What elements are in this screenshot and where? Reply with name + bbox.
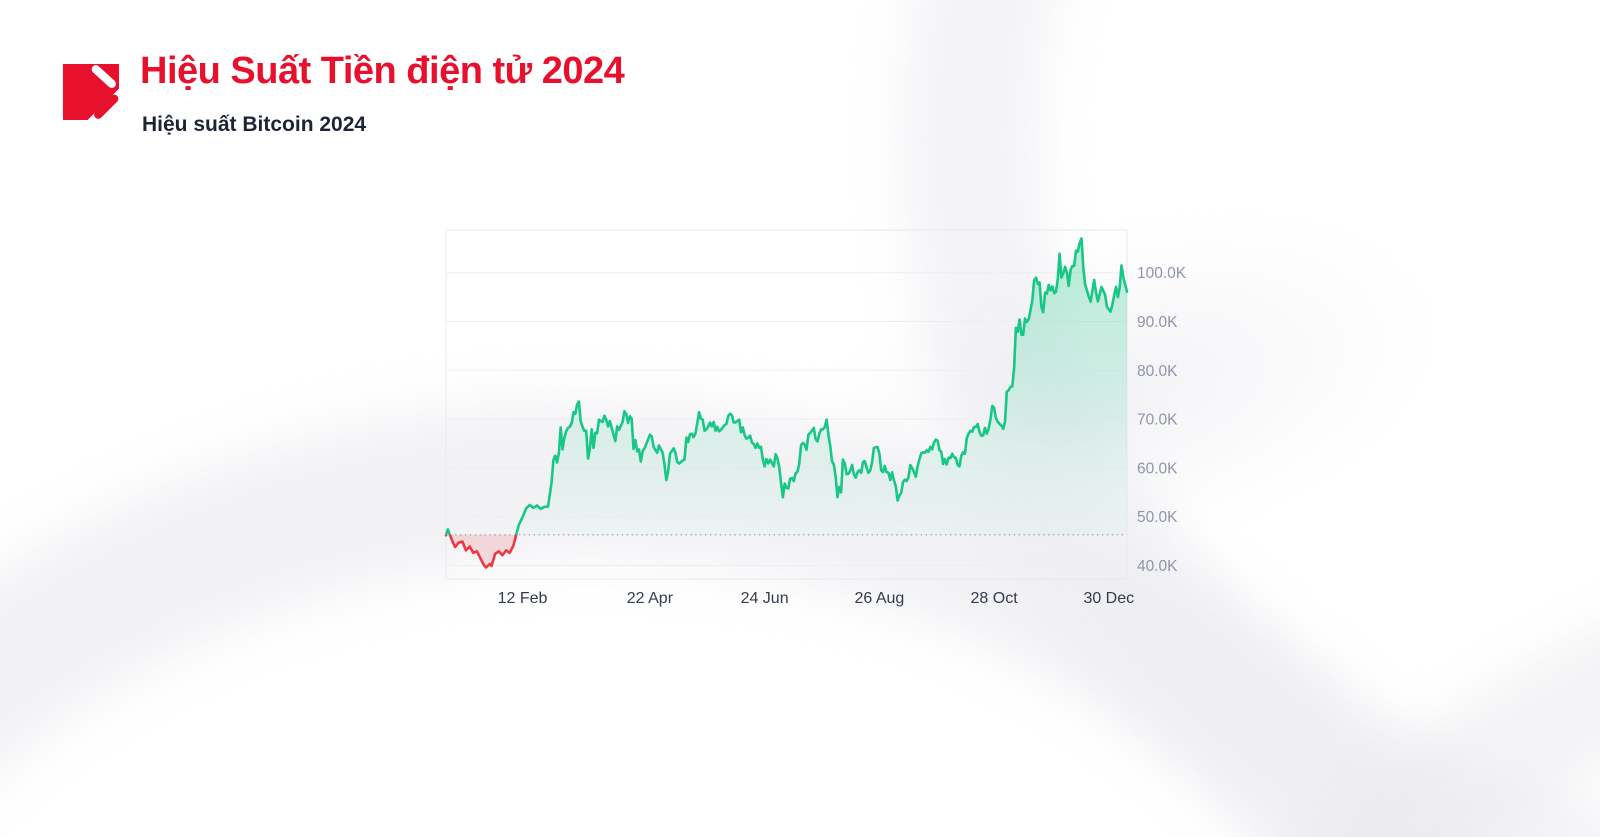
y-tick-label: 90.0K bbox=[1137, 314, 1178, 331]
y-tick-label: 40.0K bbox=[1137, 558, 1178, 575]
x-tick-label: 12 Feb bbox=[498, 590, 548, 607]
background-swoosh-bottom-right bbox=[1150, 545, 1600, 837]
y-axis-labels: 40.0K 50.0K 60.0K 70.0K 80.0K 90.0K 100.0K bbox=[1137, 265, 1187, 575]
price-line-positive bbox=[444, 237, 1129, 535]
x-tick-label: 26 Aug bbox=[854, 590, 904, 607]
y-tick-label: 70.0K bbox=[1137, 412, 1178, 429]
logo-square-shape bbox=[62, 63, 120, 121]
x-tick-label: 28 Oct bbox=[971, 590, 1019, 607]
plot-frame bbox=[445, 229, 1128, 580]
x-tick-label: 24 Jun bbox=[741, 590, 789, 607]
page-title: Hiệu Suất Tiền điện tử 2024 bbox=[140, 50, 625, 92]
bitcoin-performance-chart: 40.0K 50.0K 60.0K 70.0K 80.0K 90.0K 100.0K 12 F… bbox=[444, 229, 1187, 607]
logo-white-slash bbox=[91, 65, 116, 88]
x-tick-label: 22 Apr bbox=[627, 590, 674, 607]
page-subtitle: Hiệu suất Bitcoin 2024 bbox=[142, 113, 367, 136]
brand-logo bbox=[62, 63, 120, 121]
area-fill-positive bbox=[446, 238, 1127, 535]
x-axis-labels: 12 Feb 22 Apr 24 Jun 26 Aug 28 Oct 30 Dec bbox=[498, 590, 1135, 607]
x-tick-label: 30 Dec bbox=[1083, 590, 1134, 607]
y-tick-label: 60.0K bbox=[1137, 460, 1178, 477]
logo-red-slash bbox=[94, 94, 119, 119]
y-tick-label: 80.0K bbox=[1137, 363, 1178, 380]
y-tick-label: 50.0K bbox=[1137, 509, 1178, 526]
y-tick-label: 100.0K bbox=[1137, 265, 1187, 282]
